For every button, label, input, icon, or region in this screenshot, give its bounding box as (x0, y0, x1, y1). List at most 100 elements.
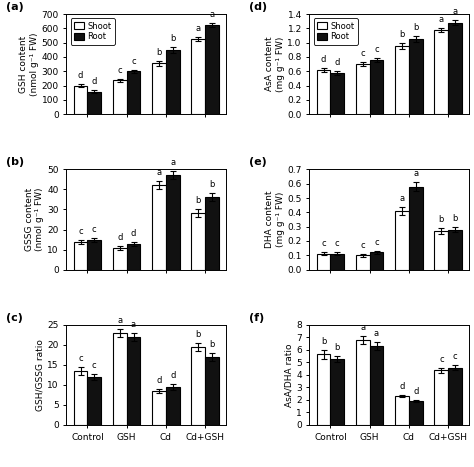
Text: b: b (400, 30, 405, 39)
Bar (166, 387, 180, 425)
Text: d: d (335, 57, 340, 67)
Bar (409, 186, 423, 269)
Text: b: b (156, 48, 162, 57)
Bar (409, 39, 423, 114)
Bar (435, 231, 448, 269)
Bar (448, 368, 462, 425)
Bar (166, 176, 180, 269)
Text: b: b (210, 340, 215, 349)
Text: a: a (413, 169, 419, 178)
Bar (356, 340, 370, 425)
Bar (127, 71, 140, 114)
Text: d: d (170, 371, 175, 380)
Text: c: c (361, 49, 365, 58)
Text: c: c (374, 238, 379, 247)
Bar (330, 73, 344, 114)
Bar (317, 354, 330, 425)
Text: d: d (117, 233, 122, 241)
Y-axis label: GSSG content
(nmol g⁻¹ FW): GSSG content (nmol g⁻¹ FW) (25, 188, 45, 251)
Text: c: c (92, 225, 97, 234)
Bar (448, 229, 462, 269)
Text: b: b (452, 213, 458, 223)
Text: c: c (335, 240, 339, 248)
Text: a: a (156, 169, 162, 177)
Bar (87, 92, 101, 114)
Bar (370, 346, 383, 425)
Legend: Shoot, Root: Shoot, Root (313, 18, 358, 44)
Bar (205, 357, 219, 425)
Y-axis label: GSH content
(nmol g⁻¹ FW): GSH content (nmol g⁻¹ FW) (19, 32, 39, 96)
Text: a: a (210, 10, 215, 19)
Text: b: b (321, 337, 326, 346)
Bar (73, 241, 87, 269)
Bar (113, 80, 127, 114)
Bar (370, 60, 383, 114)
Text: (c): (c) (6, 313, 22, 323)
Text: c: c (439, 355, 444, 364)
Y-axis label: AsA content
(mg g⁻¹ FW): AsA content (mg g⁻¹ FW) (265, 36, 284, 92)
Text: a: a (360, 323, 365, 332)
Text: d: d (91, 78, 97, 86)
Text: c: c (118, 66, 122, 75)
Bar (87, 377, 101, 425)
Legend: Shoot, Root: Shoot, Root (71, 18, 115, 44)
Text: a: a (170, 158, 175, 167)
Text: b: b (196, 330, 201, 339)
Text: d: d (400, 382, 405, 391)
Bar (191, 39, 205, 114)
Bar (409, 401, 423, 425)
Text: d: d (131, 228, 136, 238)
Text: b: b (170, 34, 175, 43)
Text: b: b (335, 343, 340, 352)
Text: d: d (413, 387, 419, 396)
Bar (152, 185, 166, 269)
Text: (d): (d) (249, 2, 267, 12)
Bar (166, 50, 180, 114)
Bar (317, 70, 330, 114)
Bar (191, 347, 205, 425)
Text: c: c (453, 353, 457, 361)
Text: c: c (78, 226, 83, 235)
Text: a: a (439, 14, 444, 24)
Text: c: c (374, 45, 379, 54)
Bar (152, 391, 166, 425)
Bar (205, 198, 219, 269)
Text: c: c (92, 361, 97, 370)
Text: c: c (361, 241, 365, 250)
Text: a: a (453, 7, 458, 16)
Bar (395, 211, 409, 269)
Bar (127, 337, 140, 425)
Bar (435, 370, 448, 425)
Text: b: b (210, 180, 215, 190)
Y-axis label: GSH/GSSG ratio: GSH/GSSG ratio (36, 339, 45, 411)
Text: c: c (321, 240, 326, 248)
Bar (73, 371, 87, 425)
Bar (191, 213, 205, 269)
Bar (127, 244, 140, 269)
Y-axis label: AsA/DHA ratio: AsA/DHA ratio (284, 343, 293, 407)
Text: c: c (131, 57, 136, 66)
Bar (113, 333, 127, 425)
Bar (395, 46, 409, 114)
Bar (73, 85, 87, 114)
Bar (87, 240, 101, 269)
Text: d: d (321, 55, 326, 64)
Text: (a): (a) (6, 2, 23, 12)
Text: d: d (156, 376, 162, 385)
Text: a: a (400, 194, 405, 203)
Bar (152, 64, 166, 114)
Bar (370, 253, 383, 269)
Bar (395, 396, 409, 425)
Bar (205, 25, 219, 114)
Text: (b): (b) (6, 157, 24, 167)
Bar (356, 64, 370, 114)
Bar (448, 22, 462, 114)
Bar (435, 30, 448, 114)
Y-axis label: DHA content
(mg g⁻¹ FW): DHA content (mg g⁻¹ FW) (265, 191, 284, 248)
Text: b: b (413, 23, 419, 32)
Text: a: a (196, 24, 201, 33)
Bar (356, 255, 370, 269)
Text: a: a (117, 316, 122, 325)
Bar (113, 248, 127, 269)
Text: a: a (131, 320, 136, 329)
